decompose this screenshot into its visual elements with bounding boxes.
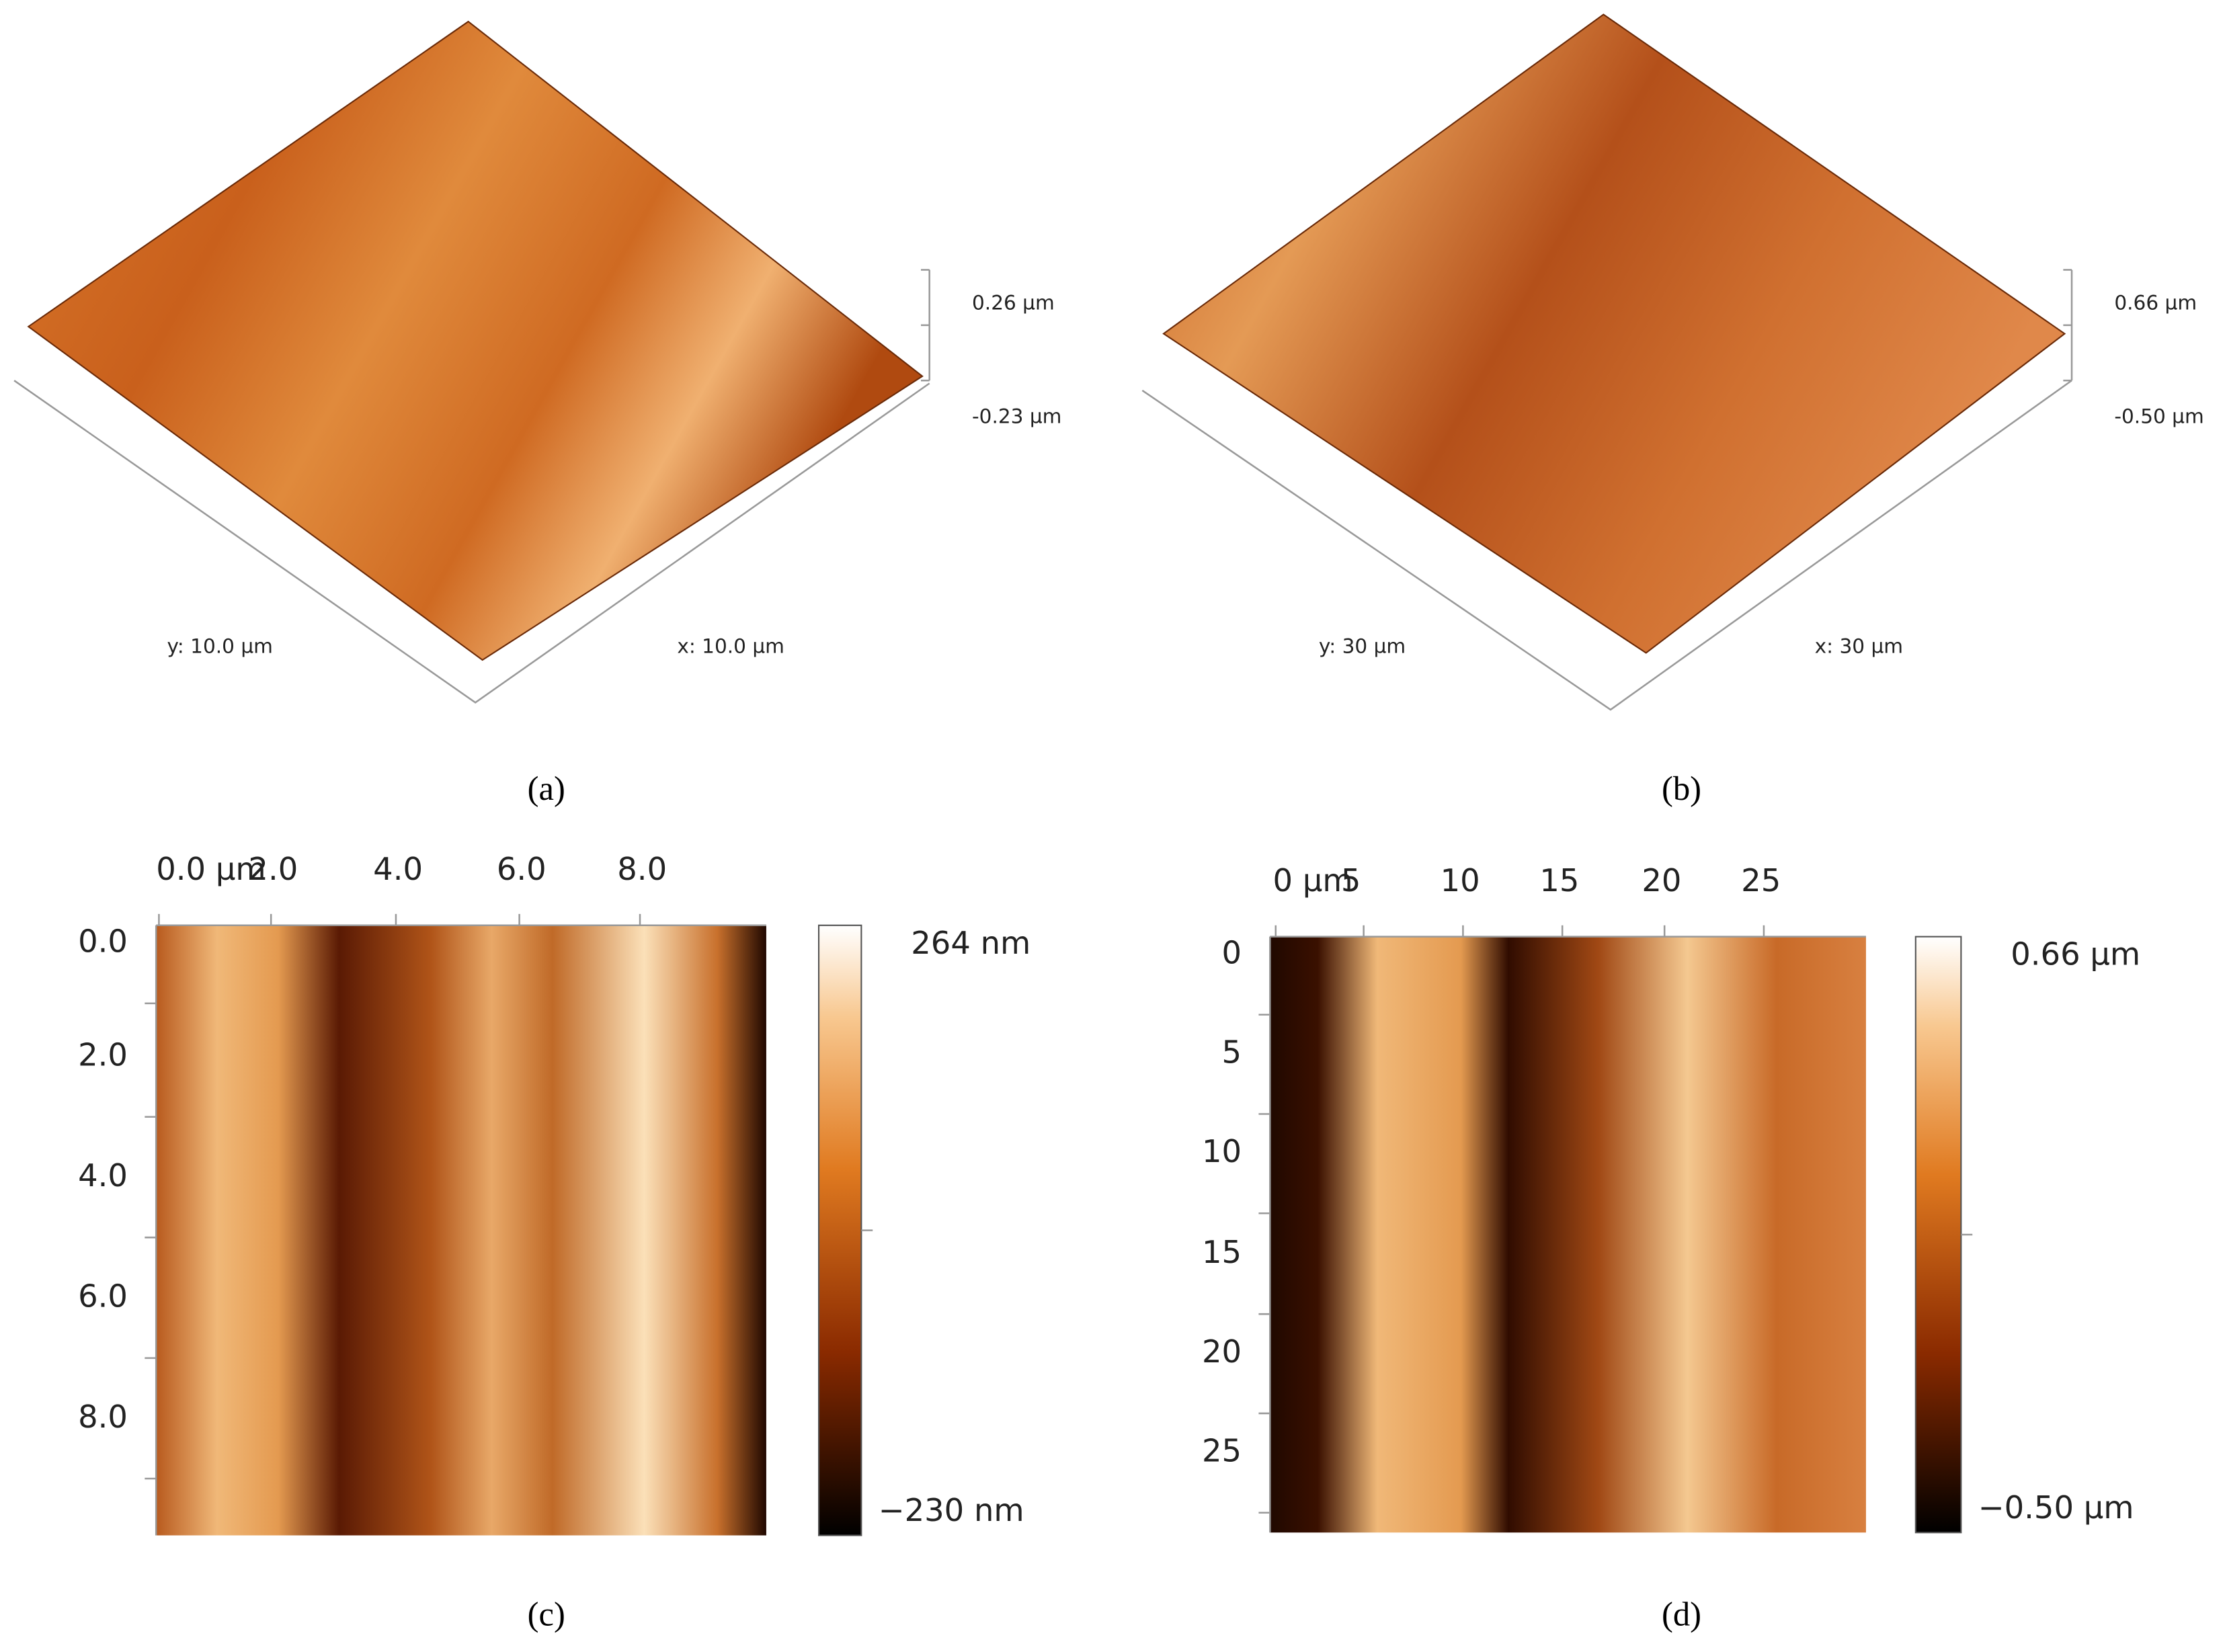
z-label: -0.23 µm xyxy=(972,405,1061,428)
x-tick-label: 15 xyxy=(1539,862,1579,899)
caption: (b) xyxy=(1662,770,1701,807)
x-axis-label: x: 10.0 µm xyxy=(677,635,784,658)
y-tick-label: 5 xyxy=(1222,1034,1242,1070)
z-label: 0.66 µm xyxy=(2114,292,2197,315)
height-map xyxy=(156,925,766,1536)
x-tick-label: 6.0 xyxy=(497,851,547,887)
y-tick-label: 6.0 xyxy=(78,1278,128,1314)
z-label: 0.26 µm xyxy=(972,292,1055,315)
surface-3d xyxy=(27,20,924,661)
x-tick-label: 10 xyxy=(1441,862,1480,899)
x-tick-label: 0 µm xyxy=(1273,862,1353,899)
height-map xyxy=(1270,936,1866,1533)
colorbar-label: −230 nm xyxy=(879,1492,1024,1528)
y-tick-label: 0.0 xyxy=(78,923,128,960)
x-tick-label: 25 xyxy=(1741,862,1781,899)
y-tick-label: 8.0 xyxy=(78,1399,128,1435)
y-tick-label: 2.0 xyxy=(78,1037,128,1073)
colorbar xyxy=(817,924,862,1536)
x-tick-label: 4.0 xyxy=(373,851,423,887)
caption: (c) xyxy=(528,1596,565,1633)
caption: (a) xyxy=(528,770,565,807)
x-tick-label: 8.0 xyxy=(617,851,667,887)
surface-3d xyxy=(1162,13,2066,654)
x-tick-label: 0.0 µm xyxy=(156,851,266,887)
y-tick-label: 15 xyxy=(1202,1234,1242,1270)
colorbar-label: −0.50 µm xyxy=(1978,1489,2134,1526)
y-tick-label: 4.0 xyxy=(78,1157,128,1194)
y-axis-label: y: 30 µm xyxy=(1319,635,1406,658)
y-tick-label: 10 xyxy=(1202,1133,1242,1169)
colorbar-label: 0.66 µm xyxy=(2011,936,2140,973)
x-tick-label: 2.0 xyxy=(248,851,298,887)
caption: (d) xyxy=(1662,1596,1701,1633)
axis-frame xyxy=(1141,380,2072,711)
x-tick-label: 5 xyxy=(1341,862,1361,899)
axis-frame xyxy=(13,380,930,704)
y-axis-label: y: 10.0 µm xyxy=(167,635,272,658)
y-tick-label: 25 xyxy=(1202,1433,1242,1469)
y-tick-label: 0 xyxy=(1222,935,1242,971)
x-tick-label: 20 xyxy=(1642,862,1681,899)
x-axis-label: x: 30 µm xyxy=(1815,635,1903,658)
colorbar xyxy=(1914,936,1962,1534)
y-tick-label: 20 xyxy=(1202,1333,1242,1370)
colorbar-label: 264 nm xyxy=(911,925,1030,961)
z-label: -0.50 µm xyxy=(2114,405,2203,428)
